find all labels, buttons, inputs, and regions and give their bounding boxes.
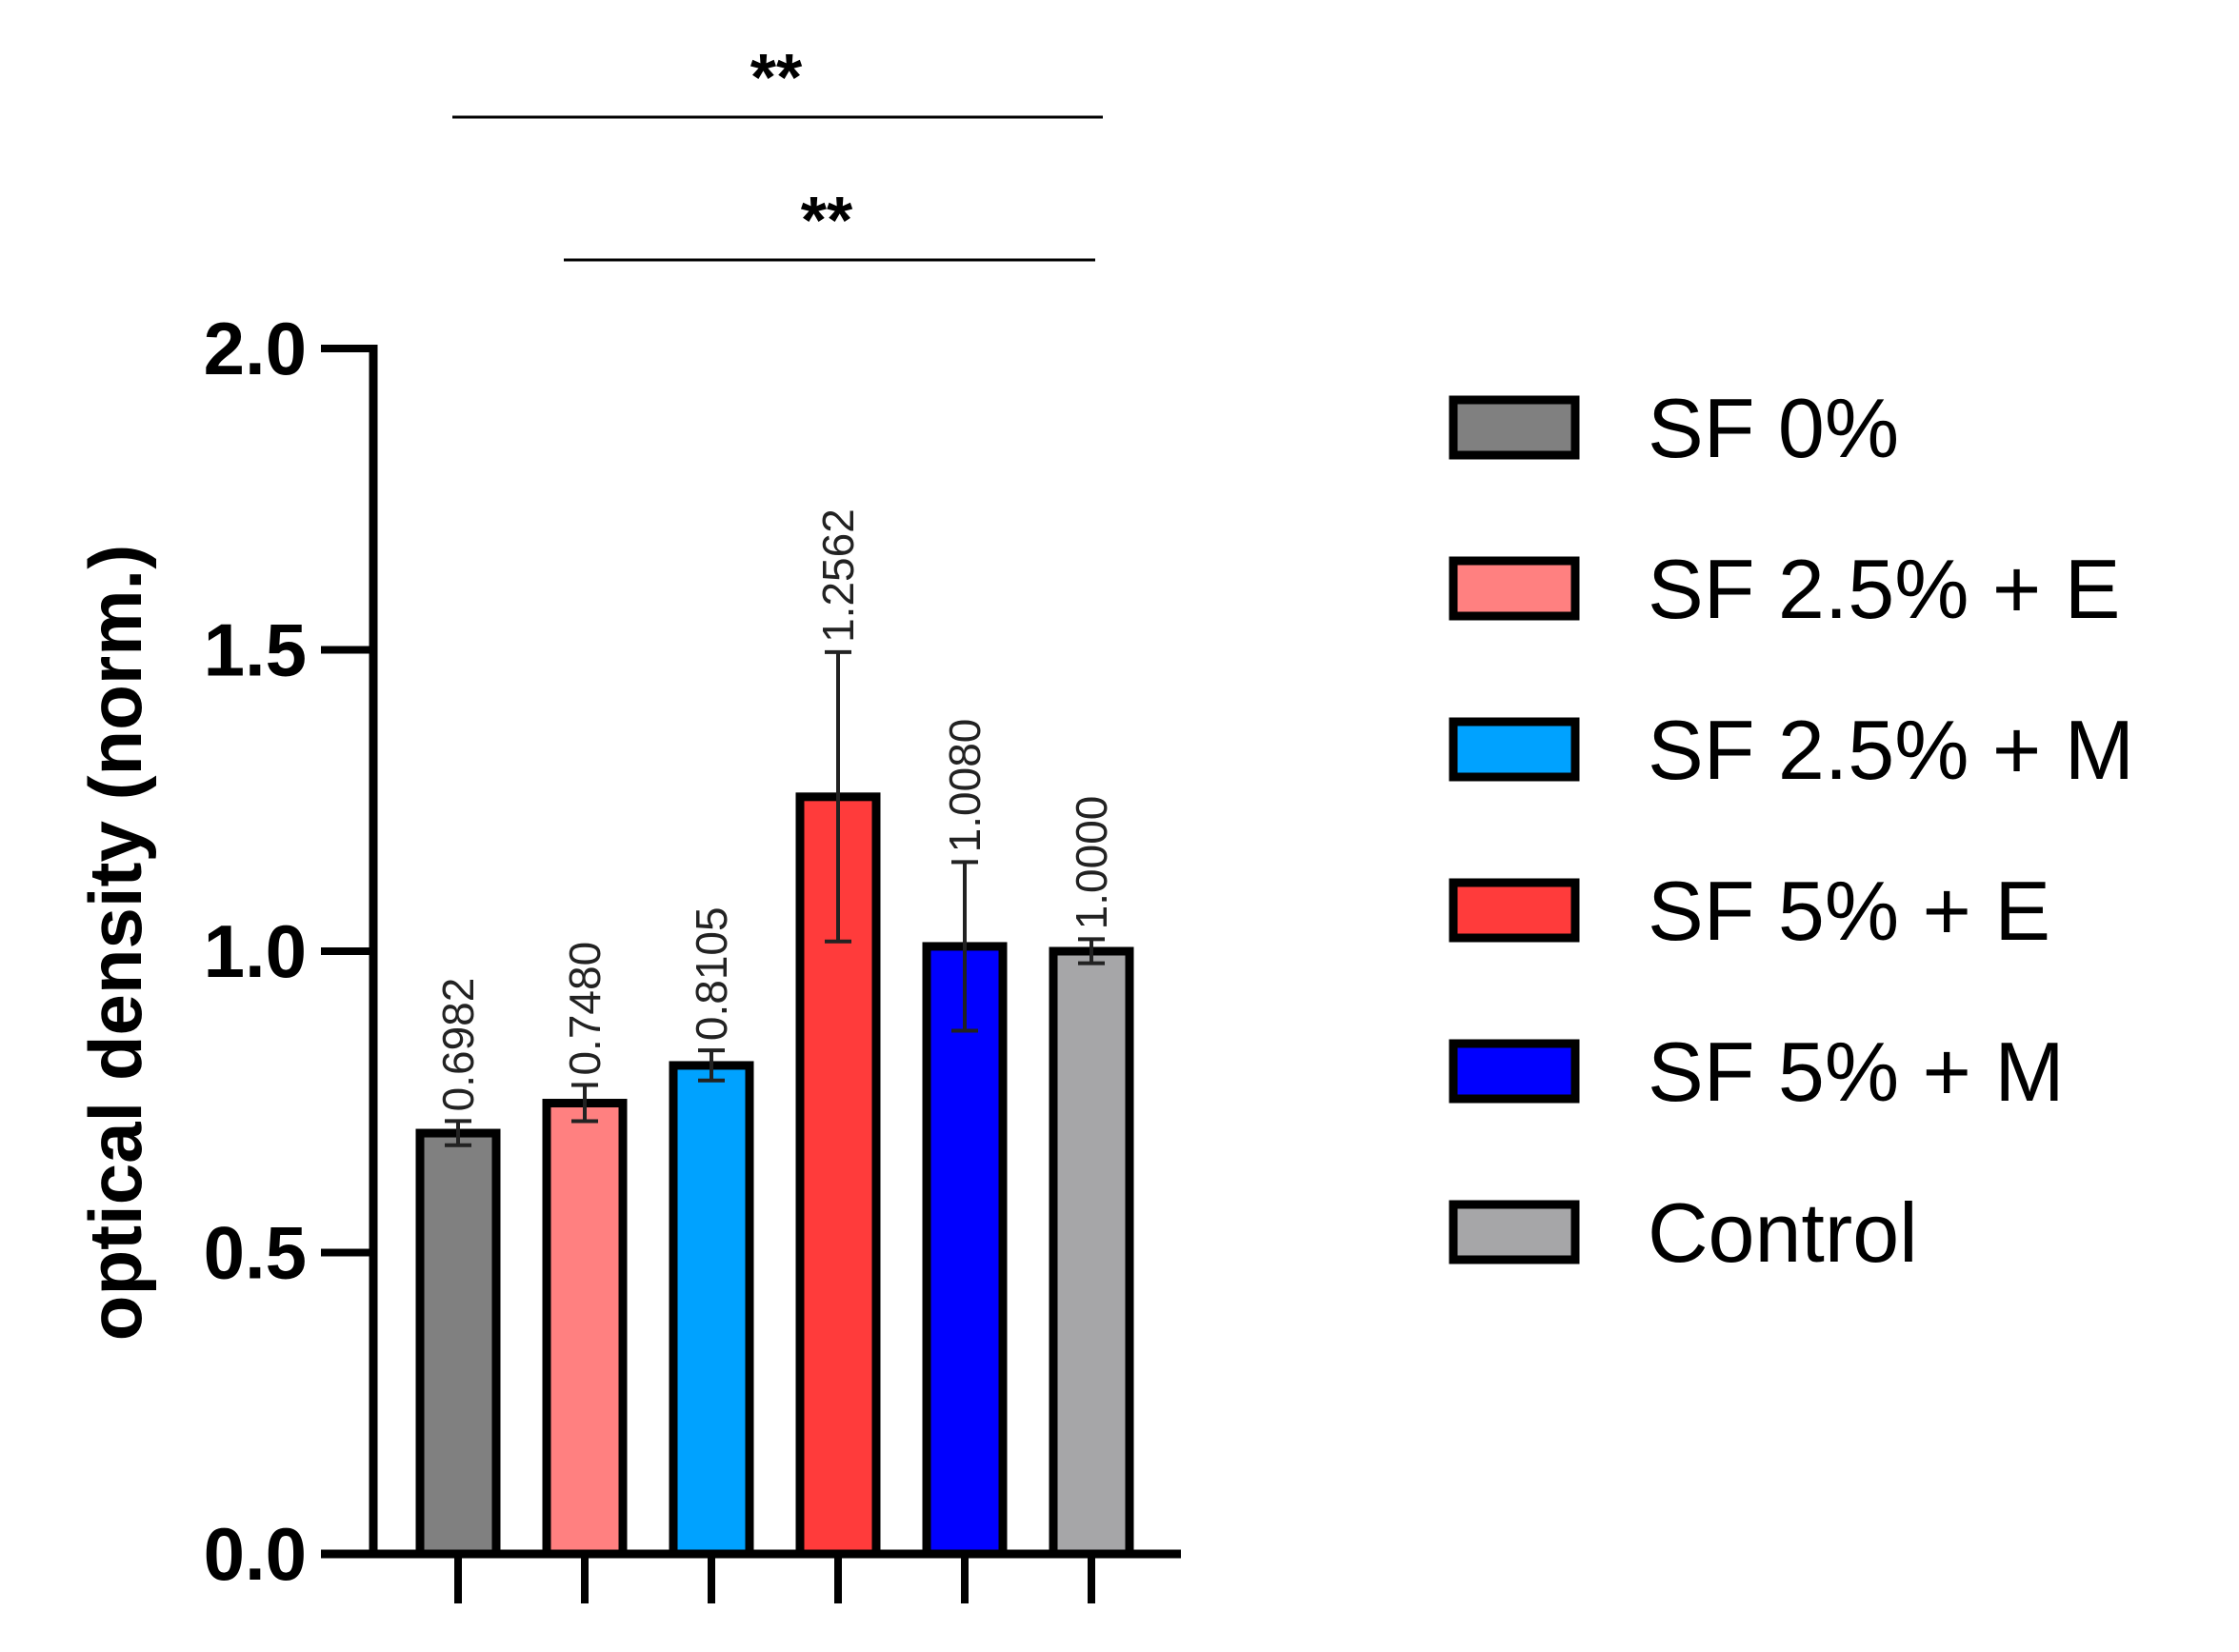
data-label-1: 0.6982	[433, 978, 483, 1112]
legend-label-3: SF 2.5% + M	[1648, 703, 2134, 797]
legend-swatch-3	[1449, 717, 1580, 782]
y-axis-title: optical density (norm.)	[73, 545, 157, 1341]
legend: SF 0% SF 2.5% + E SF 2.5% + M SF 5% + E SF 5…	[1449, 381, 2134, 1280]
legend-label-2: SF 2.5% + E	[1648, 542, 2120, 636]
significance-annotations: ** **	[452, 40, 1103, 262]
y-tick-label-5: 2.0	[204, 307, 307, 390]
legend-swatch-1	[1449, 395, 1580, 460]
data-labels: 0.6982 0.7480 0.8105 1.2562 1.0080 1.0000	[433, 508, 1116, 1111]
data-label-3: 0.8105	[687, 906, 736, 1041]
legend-swatch-5	[1449, 1039, 1580, 1104]
axes: 0.0 0.5 1.0 1.5 2.0	[204, 307, 1181, 1603]
data-label-6: 1.0000	[1067, 796, 1116, 930]
legend-label-6: Control	[1648, 1185, 1918, 1280]
bar-6	[1049, 946, 1134, 1559]
legend-swatch-6	[1449, 1200, 1580, 1264]
y-tick-label-1: 0.0	[204, 1512, 307, 1596]
legend-label-5: SF 5% + M	[1648, 1025, 2065, 1119]
significance-label-1: **	[750, 40, 803, 114]
bar-1	[415, 1128, 501, 1559]
legend-swatch-4	[1449, 878, 1580, 943]
significance-label-2: **	[801, 183, 853, 257]
bars	[415, 649, 1134, 1559]
data-label-5: 1.0080	[940, 719, 990, 853]
legend-label-1: SF 0%	[1648, 381, 1899, 475]
legend-label-4: SF 5% + E	[1648, 864, 2050, 958]
y-tick-label-4: 1.5	[204, 608, 307, 692]
y-tick-label-2: 0.5	[204, 1211, 307, 1295]
bar-2	[542, 1099, 628, 1559]
bar-5	[922, 942, 1008, 1559]
data-label-2: 0.7480	[560, 942, 610, 1076]
legend-swatch-2	[1449, 556, 1580, 621]
y-tick-label-3: 1.0	[204, 909, 307, 993]
bar-3	[669, 1061, 754, 1559]
data-label-4: 1.2562	[813, 508, 863, 643]
